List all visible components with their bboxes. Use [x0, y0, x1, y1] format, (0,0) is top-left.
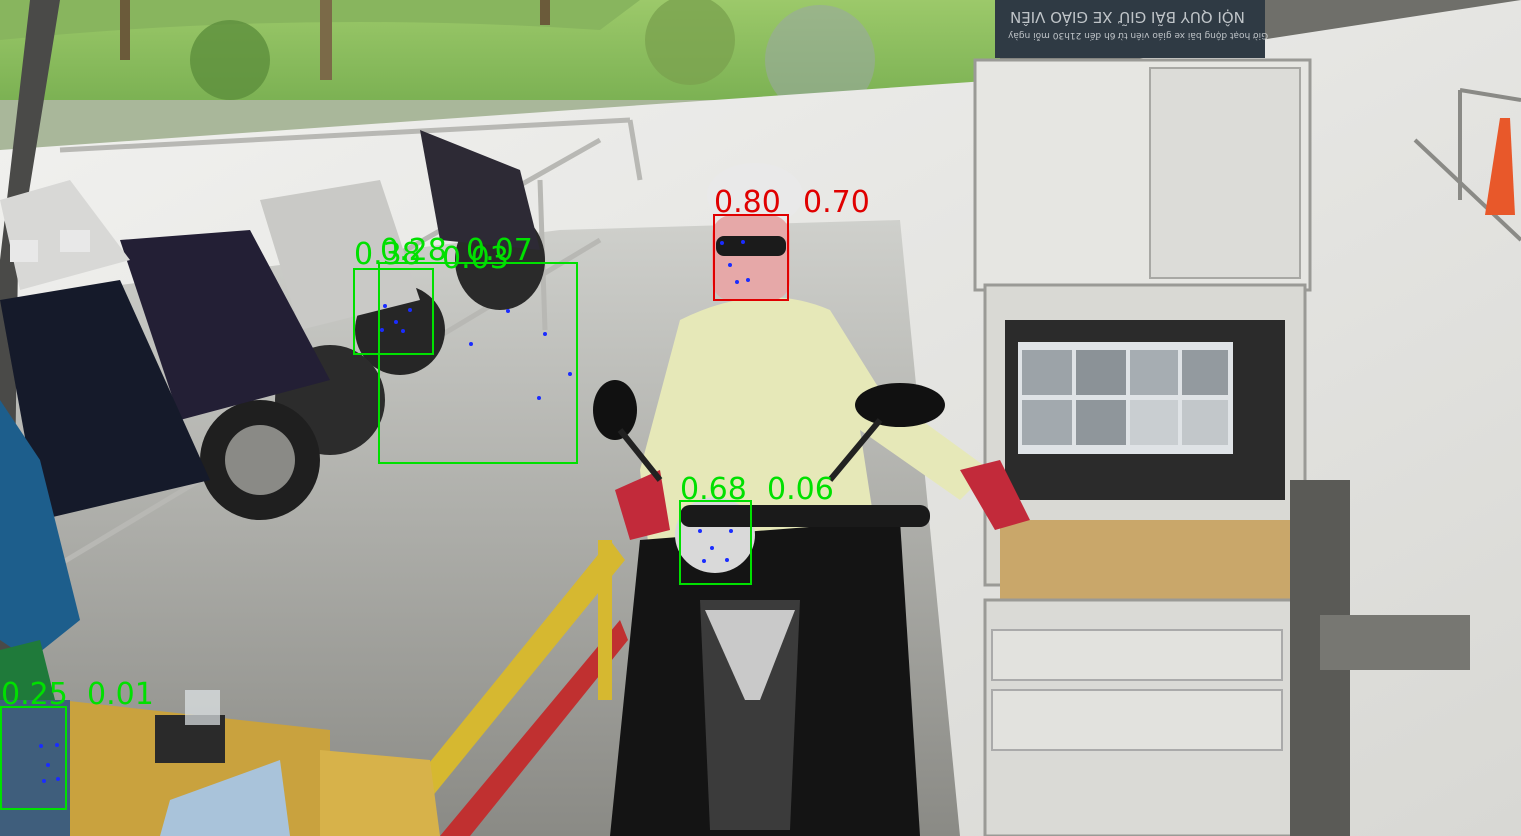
keypoint-dot — [698, 529, 702, 533]
detection-label-parked-large-b: 0.03 — [442, 244, 509, 274]
keypoint-dot — [380, 328, 384, 332]
keypoint-dot — [735, 280, 739, 284]
keypoint-dot — [401, 329, 405, 333]
keypoint-dot — [702, 559, 706, 563]
keypoint-dot — [725, 558, 729, 562]
keypoint-dot — [383, 304, 387, 308]
keypoint-dot — [746, 278, 750, 282]
keypoint-dot — [42, 779, 46, 783]
detection-label-face-b: 0.70 — [803, 188, 870, 218]
speed-bump — [1320, 615, 1470, 670]
notice-sign-line: Giờ hoạt động bãi xe giáo viên từ 6h đến… — [1008, 30, 1268, 40]
keypoint-dot — [408, 308, 412, 312]
keypoint-dot — [39, 744, 43, 748]
detection-label-guard-b: 0.01 — [87, 680, 154, 710]
keypoint-dot — [55, 743, 59, 747]
keypoint-dot — [506, 309, 510, 313]
keypoint-dot — [729, 529, 733, 533]
keypoint-dot — [543, 332, 547, 336]
keypoint-dot — [710, 546, 714, 550]
keypoint-dot — [537, 396, 541, 400]
detection-label-face-a: 0.80 — [714, 188, 781, 218]
keypoint-dot — [46, 763, 50, 767]
keypoint-dot — [568, 372, 572, 376]
notice-sign-title: NỘI QUY BÃI GIỮ XE GIÁO VIÊN — [1010, 8, 1245, 26]
keypoint-dot — [720, 241, 724, 245]
detection-box-parked-large — [378, 262, 578, 464]
detection-label-guard-a: 0.25 — [1, 680, 68, 710]
keypoint-dot — [394, 320, 398, 324]
keypoint-dot — [741, 240, 745, 244]
keypoint-dot — [469, 342, 473, 346]
keypoint-dot — [56, 777, 60, 781]
detection-box-face — [713, 214, 789, 301]
detection-label-headlight-b: 0.06 — [767, 475, 834, 505]
detection-label-parked-large-a: 0.28 — [380, 236, 447, 266]
kiosk-booth — [975, 0, 1350, 836]
detection-label-headlight-a: 0.68 — [680, 475, 747, 505]
detection-box-headlight — [679, 500, 752, 585]
keypoint-dot — [728, 263, 732, 267]
detection-box-guard — [0, 706, 67, 810]
